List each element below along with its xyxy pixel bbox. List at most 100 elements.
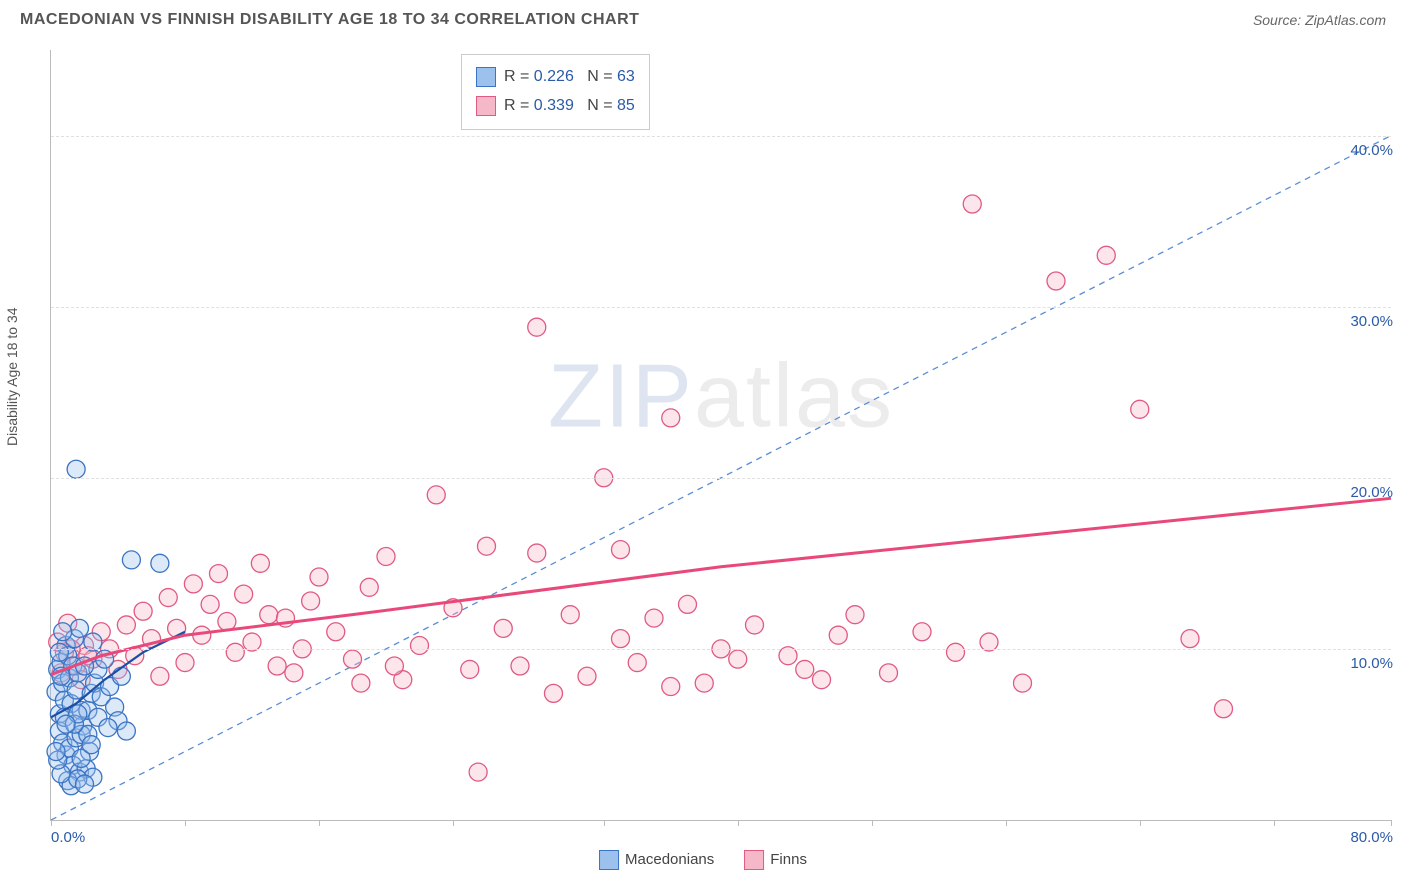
scatter-point-finns (159, 589, 177, 607)
r-label: R = (504, 68, 534, 85)
scatter-point-finns (1215, 700, 1233, 718)
scatter-point-finns (913, 623, 931, 641)
scatter-point-macedonians (47, 743, 65, 761)
scatter-point-macedonians (82, 736, 100, 754)
scatter-point-macedonians (67, 460, 85, 478)
scatter-point-macedonians (57, 715, 75, 733)
stats-row-finns: R = 0.339 N = 85 (476, 92, 635, 121)
scatter-point-finns (268, 657, 286, 675)
scatter-point-finns (469, 763, 487, 781)
legend-label: Macedonians (625, 851, 714, 868)
x-axis-max-label: 80.0% (1350, 829, 1393, 846)
swatch-finns (744, 850, 764, 870)
grid-line (51, 478, 1391, 479)
scatter-point-finns (511, 657, 529, 675)
r-value: 0.339 (534, 97, 574, 114)
chart-title: MACEDONIAN VS FINNISH DISABILITY AGE 18 … (20, 11, 639, 29)
scatter-point-finns (201, 595, 219, 613)
plot-area: ZIPatlas 10.0%20.0%30.0%40.0%0.0%80.0%R … (50, 50, 1391, 821)
scatter-point-finns (729, 650, 747, 668)
swatch-macedonians (599, 850, 619, 870)
x-tick (738, 820, 739, 826)
chart-header: MACEDONIAN VS FINNISH DISABILITY AGE 18 … (0, 0, 1406, 40)
y-tick-label: 20.0% (1350, 484, 1393, 501)
scatter-point-finns (260, 606, 278, 624)
scatter-point-finns (251, 554, 269, 572)
bottom-legend: Macedonians Finns (599, 850, 807, 870)
scatter-point-finns (947, 643, 965, 661)
scatter-point-finns (1047, 272, 1065, 290)
r-label: R = (504, 97, 534, 114)
swatch-finns (476, 96, 496, 116)
x-tick (1274, 820, 1275, 826)
scatter-point-finns (151, 667, 169, 685)
scatter-point-finns (226, 643, 244, 661)
x-tick (185, 820, 186, 826)
scatter-point-macedonians (112, 667, 130, 685)
y-tick-label: 10.0% (1350, 655, 1393, 672)
x-tick (604, 820, 605, 826)
scatter-point-finns (880, 664, 898, 682)
y-axis-label: Disability Age 18 to 34 (4, 307, 20, 446)
grid-line (51, 307, 1391, 308)
swatch-macedonians (476, 67, 496, 87)
legend-item-macedonians: Macedonians (599, 850, 714, 870)
scatter-point-macedonians (70, 619, 88, 637)
scatter-point-finns (478, 537, 496, 555)
scatter-point-finns (746, 616, 764, 634)
x-tick (1140, 820, 1141, 826)
scatter-point-finns (545, 684, 563, 702)
stats-legend: R = 0.226 N = 63 R = 0.339 N = 85 (461, 54, 650, 130)
scatter-point-finns (285, 664, 303, 682)
scatter-point-macedonians (76, 775, 94, 793)
scatter-point-finns (528, 318, 546, 336)
source-value: ZipAtlas.com (1305, 12, 1386, 28)
scatter-point-finns (134, 602, 152, 620)
scatter-point-finns (310, 568, 328, 586)
scatter-point-macedonians (50, 643, 68, 661)
scatter-point-finns (385, 657, 403, 675)
scatter-point-finns (184, 575, 202, 593)
x-tick (872, 820, 873, 826)
scatter-point-finns (662, 678, 680, 696)
scatter-point-finns (352, 674, 370, 692)
x-axis-min-label: 0.0% (51, 829, 85, 846)
n-label: N = (587, 68, 617, 85)
scatter-point-finns (846, 606, 864, 624)
scatter-point-finns (578, 667, 596, 685)
scatter-point-finns (302, 592, 320, 610)
y-tick-label: 30.0% (1350, 313, 1393, 330)
scatter-point-finns (612, 630, 630, 648)
scatter-point-finns (494, 619, 512, 637)
scatter-point-finns (235, 585, 253, 603)
scatter-point-finns (344, 650, 362, 668)
scatter-point-finns (176, 654, 194, 672)
x-tick (453, 820, 454, 826)
n-value: 63 (617, 68, 635, 85)
scatter-point-macedonians (122, 551, 140, 569)
r-value: 0.226 (534, 68, 574, 85)
scatter-point-macedonians (99, 719, 117, 737)
n-value: 85 (617, 97, 635, 114)
scatter-point-finns (628, 654, 646, 672)
scatter-point-finns (561, 606, 579, 624)
scatter-point-finns (662, 409, 680, 427)
scatter-point-macedonians (54, 623, 72, 641)
scatter-point-finns (829, 626, 847, 644)
x-tick (1006, 820, 1007, 826)
scatter-point-finns (461, 660, 479, 678)
x-tick (319, 820, 320, 826)
scatter-point-macedonians (117, 722, 135, 740)
scatter-point-finns (117, 616, 135, 634)
source-credit: Source: ZipAtlas.com (1253, 12, 1386, 28)
legend-label: Finns (770, 851, 807, 868)
y-tick-label: 40.0% (1350, 142, 1393, 159)
scatter-point-finns (411, 636, 429, 654)
scatter-point-finns (695, 674, 713, 692)
scatter-point-macedonians (151, 554, 169, 572)
n-label: N = (587, 97, 617, 114)
scatter-point-finns (528, 544, 546, 562)
scatter-point-finns (1131, 400, 1149, 418)
legend-item-finns: Finns (744, 850, 807, 870)
scatter-point-finns (1097, 246, 1115, 264)
